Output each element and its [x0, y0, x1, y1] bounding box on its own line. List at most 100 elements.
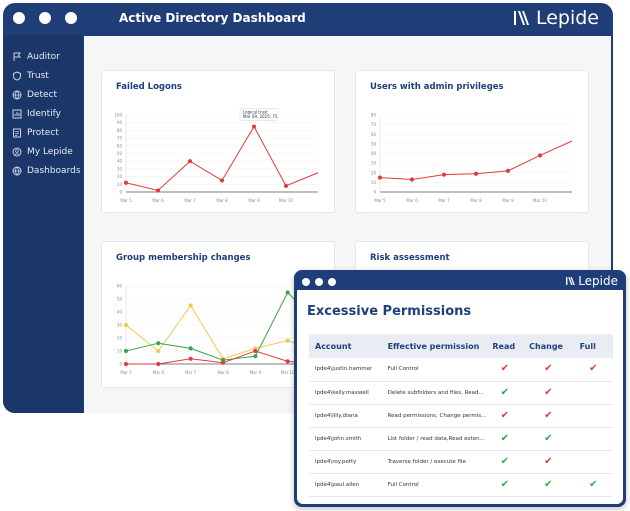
card-title: Group membership changes [116, 253, 251, 263]
table-row[interactable]: lpde4\john.smith List folder / read data,… [309, 427, 613, 451]
sidebar-item-label: Dashboards [27, 165, 81, 176]
data-point [285, 338, 290, 343]
red-check-icon: ✔ [544, 386, 553, 398]
x-tick-label: Mar 7 [438, 198, 450, 203]
window-control-dot[interactable] [315, 278, 323, 286]
window-control-dot[interactable] [328, 278, 336, 286]
change-cell: ✔ [523, 427, 574, 451]
column-header-account[interactable]: Account [309, 334, 382, 358]
admin-privileges-card[interactable]: Users with admin privileges 0 10 20 30 40 50 6… [355, 70, 589, 213]
data-point [505, 168, 511, 173]
y-tick-label: 60 [117, 284, 123, 289]
sidebar-item-identify[interactable]: Identify [3, 104, 83, 123]
window-control-dot[interactable] [65, 12, 77, 24]
lepide-logo-icon [566, 277, 575, 285]
data-point [377, 175, 383, 180]
y-tick-label: 40 [117, 159, 123, 164]
data-point [285, 290, 290, 295]
data-point [253, 348, 258, 354]
sidebar-item-label: Identify [27, 108, 61, 119]
data-point [253, 354, 258, 359]
window-control-dot[interactable] [39, 12, 51, 24]
column-header-change[interactable]: Change [523, 334, 574, 358]
y-tick-label: 60 [117, 143, 123, 148]
y-tick-label: 70 [371, 122, 377, 127]
table-row[interactable]: lpde4\kelly.maxwell Delete subfolders and… [309, 381, 613, 405]
change-cell: ✔ [523, 450, 574, 474]
read-cell: ✔ [486, 427, 524, 451]
series-line [125, 291, 321, 361]
account-cell: lpde4\kelly.maxwell [309, 381, 382, 405]
account-cell: lpde4\john.smith [309, 427, 382, 451]
sidebar-item-detect[interactable]: Detect [3, 85, 83, 104]
sidebar-item-protect[interactable]: Protect [3, 123, 83, 142]
green-check-icon: ✔ [500, 386, 509, 398]
y-tick-label: 30 [117, 323, 123, 328]
data-point [188, 346, 193, 351]
panel-title: Excessive Permissions [307, 304, 472, 319]
column-header-read[interactable]: Read [486, 334, 524, 358]
x-tick-label: Mar 5 [120, 198, 132, 203]
sidebar-item-label: My Lepide [27, 146, 73, 157]
effective-permission-cell: Traverse folder / execute file [381, 450, 487, 474]
red-check-icon: ✔ [544, 363, 553, 375]
y-tick-label: 80 [371, 113, 377, 118]
sidebar: Auditor Trust Detect Identify Protect My… [3, 35, 83, 413]
y-tick-label: 30 [371, 161, 377, 166]
card-title: Users with admin privileges [370, 82, 504, 92]
data-point [219, 178, 225, 183]
data-point [123, 180, 129, 185]
sidebar-item-label: Protect [27, 127, 59, 138]
table-row[interactable]: lpde4\roy.petty Traverse folder / execute… [309, 450, 613, 474]
x-tick-label: Mar 9 [248, 198, 260, 203]
x-tick-label: Mar 5 [120, 370, 132, 375]
column-header-effective-permission[interactable]: Effective permission [381, 334, 487, 358]
full-cell [573, 427, 613, 451]
sidebar-item-my-lepide[interactable]: My Lepide [3, 142, 83, 161]
green-check-icon: ✔ [500, 432, 509, 444]
permissions-table: Account Effective permission Read Change… [309, 334, 613, 497]
change-cell: ✔ [523, 473, 574, 497]
data-point [187, 159, 193, 164]
data-point [473, 171, 479, 176]
column-header-full[interactable]: Full [573, 334, 613, 358]
table-row[interactable]: lpde4\justin.hammer Full Control ✔ ✔ ✔ [309, 358, 613, 382]
sidebar-item-trust[interactable]: Trust [3, 66, 83, 85]
data-point [285, 359, 290, 364]
read-cell: ✔ [486, 381, 524, 405]
tooltip-line-1: Logical trust [243, 110, 268, 115]
window-title: Active Directory Dashboard [119, 11, 306, 25]
failed-logons-card[interactable]: Failed Logons 0 10 20 30 40 50 60 70 80 90 100 Mar … [101, 70, 335, 213]
data-point [220, 360, 226, 365]
red-check-icon: ✔ [544, 455, 553, 467]
effective-permission-cell: Delete subfolders and files, Read... [381, 381, 487, 405]
y-tick-label: 60 [371, 132, 377, 137]
y-tick-label: 20 [371, 170, 377, 175]
admin-privileges-chart: 0 10 20 30 40 50 60 70 80 Mar 5 Mar 6 Mar 7 Mar 8 Mar… [371, 113, 573, 203]
read-cell: ✔ [486, 450, 524, 474]
account-cell: lpde4\lilly.diana [309, 404, 382, 428]
read-cell: ✔ [486, 358, 524, 382]
y-tick-label: 0 [119, 190, 122, 195]
x-tick-label: Mar 9 [250, 370, 262, 375]
data-point [123, 361, 129, 367]
x-tick-label: Mar 6 [406, 198, 418, 203]
sidebar-item-dashboards[interactable]: Dashboards [3, 161, 83, 180]
x-tick-label: Mar 8 [470, 198, 482, 203]
x-tick-label: Mar 10 [281, 370, 295, 375]
account-cell: lpde4\paul.allen [309, 473, 382, 497]
data-point [188, 303, 193, 308]
green-check-icon: ✔ [589, 478, 598, 490]
data-point [188, 356, 193, 361]
window-control-dot[interactable] [13, 12, 25, 24]
table-row[interactable]: lpde4\lilly.diana Read permissions, Chang… [309, 404, 613, 428]
data-point [156, 361, 161, 367]
y-tick-label: 90 [117, 120, 123, 125]
shield-icon [13, 70, 21, 81]
full-cell [573, 450, 613, 474]
sidebar-item-auditor[interactable]: Auditor [3, 47, 83, 66]
table-row[interactable]: lpde4\paul.allen Full Control ✔ ✔ ✔ [309, 473, 613, 497]
window-control-dot[interactable] [302, 278, 310, 286]
y-tick-label: 40 [117, 310, 123, 315]
data-point [156, 341, 161, 346]
